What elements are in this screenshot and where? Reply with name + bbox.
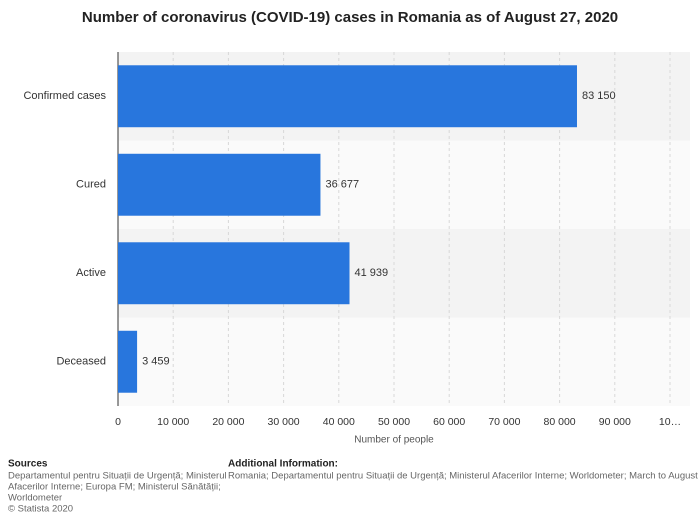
value-label: 36 677	[325, 179, 359, 191]
chart-title: Number of coronavirus (COVID-19) cases i…	[82, 9, 618, 26]
value-label: 3 459	[142, 356, 170, 368]
x-tick-label: 60 000	[433, 416, 465, 428]
bar	[118, 330, 138, 393]
x-tick-label: 10…	[659, 416, 681, 428]
sources-line: © Statista 2020	[8, 504, 73, 515]
sources-title: Sources	[8, 459, 48, 470]
x-tick-label: 20 000	[212, 416, 244, 428]
x-tick-label: 0	[115, 416, 121, 428]
bar	[118, 65, 577, 128]
x-tick-label: 80 000	[544, 416, 576, 428]
sources-line: Worldometer	[8, 493, 62, 504]
bar	[118, 242, 350, 305]
row-band	[118, 317, 690, 406]
x-tick-label: 90 000	[599, 416, 631, 428]
y-tick-label: Cured	[76, 179, 106, 191]
x-tick-label: 10 000	[157, 416, 189, 428]
x-axis-label: Number of people	[354, 435, 434, 446]
sources-line: Afacerilor Interne; Europa FM; Ministeru…	[8, 482, 221, 493]
bar	[118, 153, 321, 216]
sources-line: Departamentul pentru Situații de Urgență…	[8, 471, 227, 482]
y-tick-label: Deceased	[56, 356, 106, 368]
x-tick-label: 70 000	[488, 416, 520, 428]
x-tick-label: 30 000	[268, 416, 300, 428]
y-tick-label: Active	[76, 267, 106, 279]
info-text: Romania; Departamentul pentru Situații d…	[228, 471, 700, 482]
value-label: 83 150	[582, 90, 616, 102]
x-tick-label: 50 000	[378, 416, 410, 428]
info-title: Additional Information:	[228, 459, 338, 470]
y-tick-label: Confirmed cases	[23, 90, 106, 102]
x-tick-label: 40 000	[323, 416, 355, 428]
value-label: 41 939	[355, 267, 389, 279]
